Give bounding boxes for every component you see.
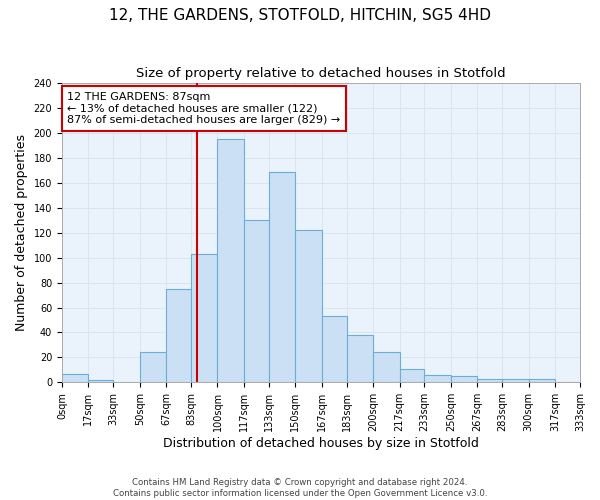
- Text: 12, THE GARDENS, STOTFOLD, HITCHIN, SG5 4HD: 12, THE GARDENS, STOTFOLD, HITCHIN, SG5 …: [109, 8, 491, 22]
- Bar: [166, 289, 191, 382]
- Bar: [502, 378, 529, 382]
- X-axis label: Distribution of detached houses by size in Stotfold: Distribution of detached houses by size …: [163, 437, 479, 450]
- Bar: [140, 352, 166, 382]
- Bar: [322, 316, 347, 382]
- Bar: [62, 374, 88, 382]
- Bar: [424, 375, 451, 382]
- Title: Size of property relative to detached houses in Stotfold: Size of property relative to detached ho…: [136, 68, 506, 80]
- Bar: [529, 378, 555, 382]
- Text: 12 THE GARDENS: 87sqm
← 13% of detached houses are smaller (122)
87% of semi-det: 12 THE GARDENS: 87sqm ← 13% of detached …: [67, 92, 340, 125]
- Bar: [88, 380, 113, 382]
- Y-axis label: Number of detached properties: Number of detached properties: [15, 134, 28, 331]
- Bar: [191, 254, 217, 382]
- Text: Contains HM Land Registry data © Crown copyright and database right 2024.
Contai: Contains HM Land Registry data © Crown c…: [113, 478, 487, 498]
- Bar: [400, 368, 424, 382]
- Bar: [244, 220, 269, 382]
- Bar: [451, 376, 478, 382]
- Bar: [269, 172, 295, 382]
- Bar: [347, 335, 373, 382]
- Bar: [217, 139, 244, 382]
- Bar: [478, 378, 502, 382]
- Bar: [373, 352, 400, 382]
- Bar: [295, 230, 322, 382]
